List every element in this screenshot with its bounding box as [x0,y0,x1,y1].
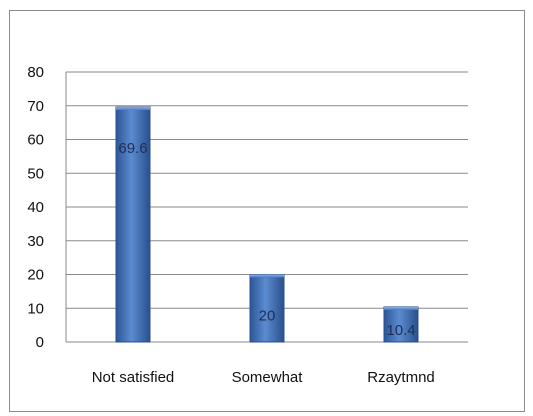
bar-cap [384,306,418,310]
y-tick-label: 50 [27,165,44,182]
y-tick-label: 60 [27,132,44,149]
bar-3 [383,306,419,343]
y-tick-label: 40 [27,199,44,216]
bars [115,106,419,343]
y-tick-label: 10 [27,300,44,317]
y-tick-label: 20 [27,267,44,284]
category-label: Rzaytmnd [367,369,435,386]
data-label: 69.6 [118,140,147,157]
bar-body [115,106,151,343]
y-tick-label: 30 [27,233,44,250]
data-labels: 69.6 20 10.4 [118,140,415,339]
y-tick-labels: 0 10 20 30 40 50 60 70 80 [27,64,44,351]
bar-2 [249,274,285,343]
y-tick-label: 0 [36,334,44,351]
category-label: Not satisfied [92,369,175,386]
category-label: Somewhat [232,369,304,386]
bar-1 [115,106,151,343]
bar-cap [116,107,150,111]
y-tick-label: 70 [27,98,44,115]
data-label: 20 [259,308,276,325]
chart-frame [9,10,525,412]
bar-body [383,306,419,343]
bar-cap [250,274,284,278]
y-tick-label: 80 [27,64,44,81]
category-labels: Not satisfied Somewhat Rzaytmnd [92,369,435,386]
data-label: 10.4 [386,322,415,339]
